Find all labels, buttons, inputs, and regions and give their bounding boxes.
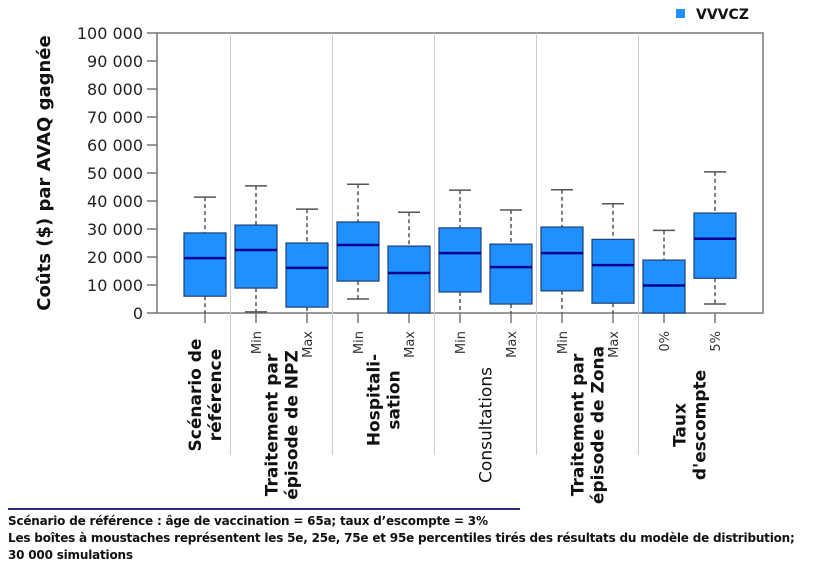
x-sub-label: Max <box>403 331 418 358</box>
y-tick-label: 30 000 <box>87 220 143 239</box>
x-sub-label: Max <box>301 331 316 358</box>
x-group-label: Hospitali-sation <box>365 354 405 446</box>
note-line-3: 30 000 simulations <box>8 548 133 562</box>
box <box>540 226 584 292</box>
x-sub-label: Min <box>352 331 367 354</box>
legend-label: VVVCZ <box>696 7 749 23</box>
y-tick-label: 0 <box>133 304 143 323</box>
divider-line <box>8 508 520 510</box>
box <box>234 224 278 289</box>
x-group-label: Consultations <box>477 367 497 483</box>
box <box>489 243 533 305</box>
y-tick-label: 70 000 <box>87 108 143 127</box>
box <box>387 245 431 314</box>
note-line-1: Scénario de référence : âge de vaccinati… <box>8 514 488 528</box>
box <box>438 227 482 293</box>
y-tick-label: 20 000 <box>87 248 143 267</box>
x-group-label: Traitement parépisode de NPZ <box>263 350 303 500</box>
y-tick-label: 50 000 <box>87 164 143 183</box>
x-sub-label: Min <box>454 331 469 354</box>
box <box>693 212 737 279</box>
x-sub-label: Max <box>505 331 520 358</box>
box-plot-chart: 0 10 000 20 000 30 000 40 000 50 000 60 000 70 … <box>34 7 764 504</box>
y-tick-label: 40 000 <box>87 192 143 211</box>
x-sub-label: Min <box>250 331 265 354</box>
x-sub-label: 5% <box>709 331 724 352</box>
box <box>285 242 329 308</box>
note-line-2: Les boîtes à moustaches représentent les… <box>8 531 795 545</box>
box <box>336 221 380 282</box>
y-tick-label: 10 000 <box>87 276 143 295</box>
x-sub-label: Max <box>607 331 622 358</box>
box <box>591 238 635 304</box>
legend-swatch <box>676 9 685 18</box>
x-group-label: Scénario deréférence <box>186 339 226 452</box>
x-group-label: Tauxd'escompte <box>671 370 711 480</box>
chart-notes: Scénario de référence : âge de vaccinati… <box>8 513 795 564</box>
y-tick-label: 90 000 <box>87 52 143 71</box>
y-tick-label: 80 000 <box>87 80 143 99</box>
box <box>183 232 227 297</box>
y-axis-label: Coûts ($) par AVAQ gagnée <box>34 35 55 310</box>
y-tick-label: 100 000 <box>77 24 143 43</box>
y-tick-label: 60 000 <box>87 136 143 155</box>
x-group-label: Traitement parépisode de Zona <box>569 346 609 504</box>
x-sub-label: 0% <box>658 331 673 352</box>
x-sub-label: Min <box>556 331 571 354</box>
